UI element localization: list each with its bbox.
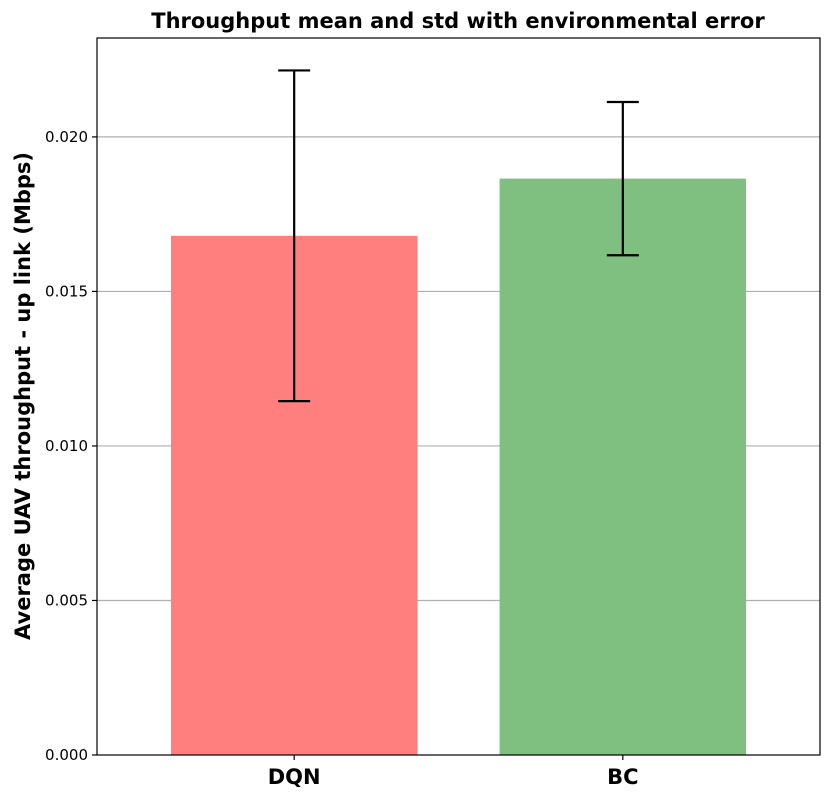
x-tick-label: BC [607,765,638,789]
y-tick-label: 0.000 [45,746,88,764]
bar-bc [499,178,747,755]
x-axis-ticks: DQN BC [268,755,639,789]
y-axis-ticks: 0.000 0.005 0.010 0.015 0.020 [45,128,97,764]
y-tick-label: 0.020 [45,128,88,146]
y-tick-label: 0.015 [45,282,88,300]
error-bars [278,69,639,403]
chart-title: Throughput mean and std with environment… [151,9,765,33]
y-axis-label: Average UAV throughput - up link (Mbps) [11,152,35,640]
plot-frame [96,37,821,756]
y-tick-label: 0.010 [45,437,88,455]
y-tick-label: 0.005 [45,591,88,609]
x-tick-label: DQN [268,765,321,789]
bars [170,178,747,756]
